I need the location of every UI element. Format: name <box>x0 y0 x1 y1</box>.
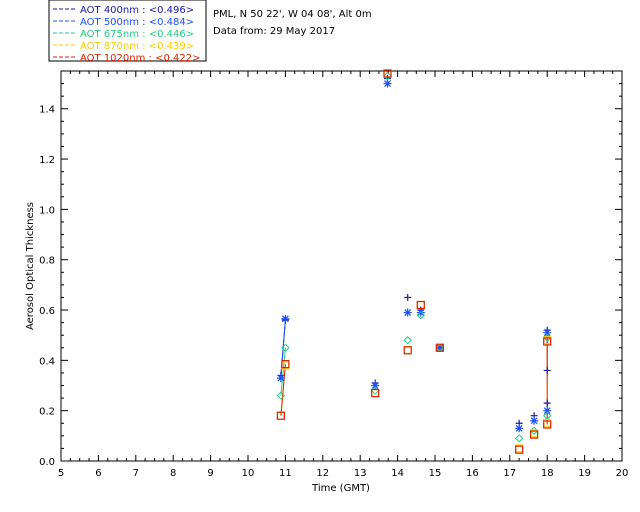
x-tick-label: 15 <box>429 468 442 479</box>
legend-entry: AOT 1020nm : <0.422> <box>80 53 200 64</box>
date-line: Data from: 29 May 2017 <box>213 26 335 37</box>
x-tick-label: 10 <box>242 468 255 479</box>
y-tick-label: 1.4 <box>39 105 55 116</box>
square-marker <box>281 360 290 369</box>
diamond-marker <box>276 391 286 400</box>
x-tick-label: 8 <box>170 468 176 479</box>
asterisk-marker <box>416 308 425 317</box>
series-line <box>280 347 286 396</box>
x-tick-label: 5 <box>58 468 64 479</box>
y-tick-label: 1.2 <box>39 155 55 166</box>
x-axis-label: Time (GMT) <box>311 483 370 494</box>
legend-box <box>48 0 207 62</box>
legend: AOT 400nm : <0.496>AOT 500nm : <0.484>AO… <box>48 0 207 64</box>
y-tick-label: 0.2 <box>39 407 55 418</box>
x-tick-label: 9 <box>207 468 213 479</box>
series-lines <box>280 318 548 425</box>
x-tick-label: 16 <box>466 468 479 479</box>
x-tick-label: 13 <box>354 468 367 479</box>
square-marker <box>543 337 552 346</box>
square-marker <box>515 445 524 454</box>
x-tick-label: 12 <box>316 468 329 479</box>
plus-marker <box>543 366 551 374</box>
legend-entry: AOT 870nm : <0.439> <box>80 41 194 52</box>
asterisk-marker <box>530 416 539 425</box>
x-tick-label: 11 <box>279 468 292 479</box>
square-marker <box>383 69 392 78</box>
diamond-marker <box>403 336 412 345</box>
x-tick-label: 17 <box>503 468 516 479</box>
diamond-marker <box>416 310 425 320</box>
asterisk-marker <box>383 79 392 88</box>
y-axis-label: Aerosol Optical Thickness <box>25 202 36 330</box>
diamond-marker <box>281 343 290 352</box>
x-tick-label: 6 <box>95 468 101 479</box>
asterisk-marker <box>543 328 552 337</box>
legend-entry: AOT 675nm : <0.446> <box>80 29 194 40</box>
asterisk-marker <box>435 343 444 352</box>
series-marks <box>276 69 552 454</box>
y-tick-label: 0.8 <box>39 256 55 267</box>
square-marker <box>371 388 380 398</box>
x-tick-label: 18 <box>541 468 554 479</box>
y-axis: 0.0 0.2 0.4 0.6 0.8 1.0 1.2 1.4 <box>39 83 622 468</box>
y-tick-label: 0.6 <box>39 306 55 317</box>
asterisk-marker <box>276 373 285 382</box>
x-tick-label: 20 <box>616 468 629 479</box>
legend-entry: AOT 500nm : <0.484> <box>80 17 194 28</box>
plot-frame <box>60 70 623 462</box>
asterisk-marker <box>403 308 412 317</box>
square-marker <box>435 343 444 352</box>
diamond-marker <box>383 71 392 81</box>
square-marker <box>416 300 425 310</box>
y-tick-label: 0.0 <box>39 457 55 468</box>
asterisk-marker <box>543 406 552 415</box>
x-axis: 5 6 7 8 9 10 11 12 13 14 15 16 17 18 19 20 <box>58 71 629 479</box>
x-tick-label: 14 <box>391 468 404 479</box>
x-tick-label: 19 <box>578 468 591 479</box>
square-marker <box>371 388 380 398</box>
asterisk-marker <box>371 381 380 390</box>
square-marker <box>403 346 412 355</box>
asterisk-marker <box>281 314 290 323</box>
square-marker <box>403 346 412 355</box>
plus-marker <box>404 293 412 301</box>
square-marker <box>276 411 286 420</box>
legend-entry: AOT 400nm : <0.496> <box>80 5 194 16</box>
square-marker <box>530 430 539 439</box>
y-tick-label: 0.4 <box>39 356 55 367</box>
x-tick-label: 7 <box>133 468 139 479</box>
plus-marker <box>543 399 551 407</box>
site-line: PML, N 50 22', W 04 08', Alt 0m <box>213 9 372 20</box>
asterisk-marker <box>515 424 524 433</box>
series-line <box>280 364 286 416</box>
y-tick-label: 1.0 <box>39 205 55 216</box>
square-marker <box>543 420 552 429</box>
diamond-marker <box>514 434 524 443</box>
